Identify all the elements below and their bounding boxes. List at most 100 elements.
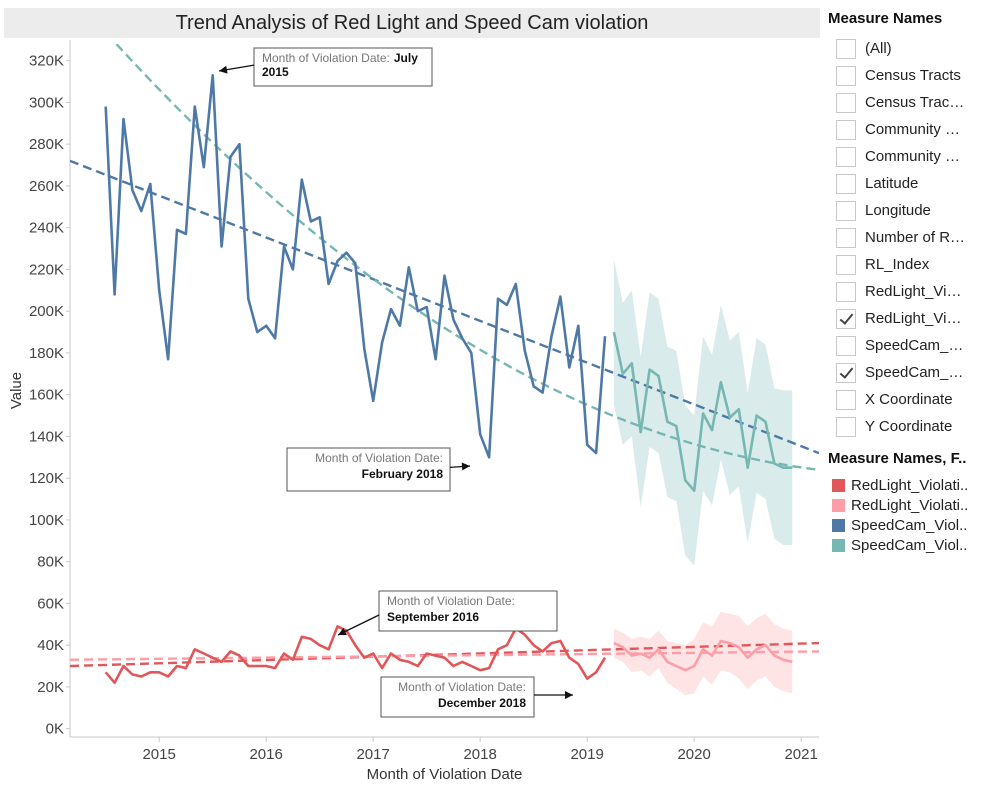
annotation-arrowhead: [565, 691, 573, 699]
filter-item-label: Longitude: [865, 202, 931, 219]
annotation-value: February 2018: [362, 467, 444, 481]
trend-line: [70, 650, 819, 661]
filter-item[interactable]: Longitude: [828, 197, 986, 224]
x-tick-label: 2021: [784, 746, 817, 763]
y-tick-label: 80K: [37, 554, 64, 571]
checkbox-icon[interactable]: [836, 173, 856, 194]
color-legend-label: SpeedCam_Viol..: [851, 536, 968, 554]
filter-item[interactable]: Community …: [828, 143, 986, 170]
checkbox-icon[interactable]: [836, 146, 856, 167]
y-tick-label: 40K: [37, 637, 64, 654]
y-tick-label: 220K: [29, 261, 64, 278]
filter-item[interactable]: Number of R…: [828, 224, 986, 251]
color-swatch: [832, 498, 845, 512]
color-swatch: [832, 478, 845, 492]
filter-item-label: Census Trac…: [865, 94, 965, 111]
filter-item[interactable]: RedLight_Vi…: [828, 305, 986, 332]
checkbox-icon[interactable]: [836, 227, 856, 248]
x-tick-label: 2015: [142, 746, 175, 763]
x-tick-label: 2020: [677, 746, 710, 763]
filter-item[interactable]: RL_Index: [828, 251, 986, 278]
trend-line: [70, 159, 819, 455]
checkbox-checked-icon[interactable]: [836, 362, 856, 383]
trend-line: [114, 44, 819, 472]
x-tick-label: 2016: [249, 746, 282, 763]
measure-names-filter-title: Measure Names: [828, 10, 943, 27]
color-legend-label: RedLight_Violati..: [851, 496, 969, 514]
y-tick-label: 0K: [46, 721, 64, 738]
filter-item[interactable]: Latitude: [828, 170, 986, 197]
annotation-arrowhead: [461, 462, 470, 471]
forecast-line: [613, 639, 793, 672]
color-legend-item[interactable]: RedLight_Violati..: [828, 475, 986, 495]
filter-item[interactable]: SpeedCam_…: [828, 332, 986, 359]
y-tick-label: 280K: [29, 136, 64, 153]
x-axis-title: Month of Violation Date: [367, 766, 523, 783]
chart-area: 0K 20K 40K 60K 80K 100K 120K 140K 160K 180K 200K 22…: [8, 40, 819, 783]
filter-item[interactable]: X Coordinate: [828, 386, 986, 413]
annotation-value: July: [394, 51, 418, 65]
filter-item[interactable]: Census Tracts: [828, 62, 986, 89]
filter-item-label: Community …: [865, 148, 961, 165]
annotation-arrowhead: [338, 627, 347, 636]
color-legend-item[interactable]: SpeedCam_Viol..: [828, 535, 986, 555]
annotation-label: Month of Violation Date:: [315, 451, 443, 465]
color-legend-item[interactable]: SpeedCam_Viol..: [828, 515, 986, 535]
checkbox-checked-icon[interactable]: [836, 308, 856, 329]
y-tick-label: 240K: [29, 220, 64, 237]
chart-title: Trend Analysis of Red Light and Speed Ca…: [175, 12, 649, 34]
color-legend-item[interactable]: RedLight_Violati..: [828, 495, 986, 515]
y-tick-label: 200K: [29, 303, 64, 320]
checkbox-icon[interactable]: [836, 38, 856, 59]
color-swatch: [832, 538, 845, 552]
checkbox-icon[interactable]: [836, 335, 856, 356]
checkbox-icon[interactable]: [836, 119, 856, 140]
annotation-box: [380, 676, 535, 718]
annotation-label: Month of Violation Date:: [398, 680, 526, 694]
checkbox-icon[interactable]: [836, 416, 856, 437]
checkbox-icon[interactable]: [836, 281, 856, 302]
annotation-label: Month of Violation Date:: [262, 51, 390, 65]
checkbox-icon[interactable]: [836, 389, 856, 410]
x-tick-label: 2018: [463, 746, 496, 763]
filter-item-label: Y Coordinate: [865, 418, 953, 435]
filter-item-label: Latitude: [865, 175, 919, 192]
filter-item[interactable]: Census Trac…: [828, 89, 986, 116]
series-line: [104, 625, 607, 685]
filter-item[interactable]: Y Coordinate: [828, 413, 986, 440]
y-tick-label: 320K: [29, 53, 64, 70]
annotation-box: [286, 447, 451, 492]
color-legend-title: Measure Names, F..: [828, 450, 967, 467]
y-tick-label: 100K: [29, 512, 64, 529]
y-tick-label: 160K: [29, 387, 64, 404]
filter-item[interactable]: RedLight_Vi…: [828, 278, 986, 305]
filter-item-label: Census Tracts: [865, 67, 961, 84]
annotation-value: 2015: [262, 65, 289, 79]
filter-item-label: X Coordinate: [865, 391, 953, 408]
annotation-value: December 2018: [438, 696, 526, 710]
checkbox-icon[interactable]: [836, 254, 856, 275]
checkbox-icon[interactable]: [836, 200, 856, 221]
filter-item-label: RL_Index: [865, 256, 930, 273]
filter-item-label: RedLight_Vi…: [865, 283, 962, 300]
y-tick-label: 60K: [37, 595, 64, 612]
filter-item-label: Number of R…: [865, 229, 966, 246]
filter-item[interactable]: (All): [828, 35, 986, 62]
legend-panel: Measure Names (All) Census Tracts Census T…: [828, 6, 986, 555]
color-swatch: [832, 518, 845, 532]
annotation-value: September 2016: [387, 610, 479, 624]
y-tick-label: 140K: [29, 428, 64, 445]
trend-line: [70, 641, 819, 668]
filter-item-label: SpeedCam_…: [865, 337, 964, 354]
y-tick-label: 180K: [29, 345, 64, 362]
filter-item[interactable]: SpeedCam_…: [828, 359, 986, 386]
filter-item-label: (All): [865, 40, 892, 57]
filter-item[interactable]: Community …: [828, 116, 986, 143]
annotation-box: [253, 47, 433, 87]
y-tick-label: 300K: [29, 94, 64, 111]
series-line: [104, 74, 607, 459]
title-bar: [4, 8, 820, 38]
checkbox-icon[interactable]: [836, 92, 856, 113]
checkbox-icon[interactable]: [836, 65, 856, 86]
y-axis-title: Value: [8, 372, 25, 409]
